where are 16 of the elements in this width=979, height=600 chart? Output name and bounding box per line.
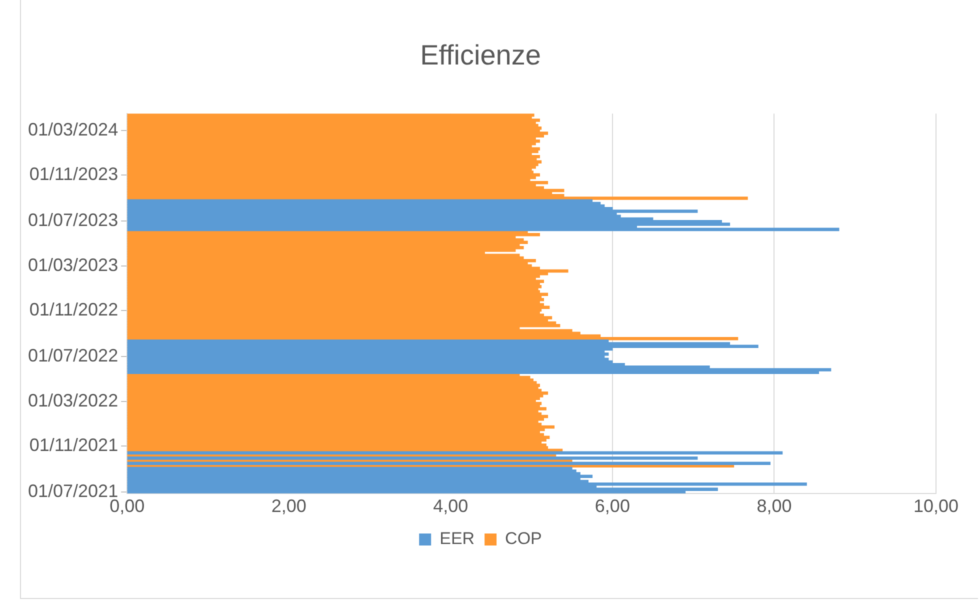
y-tick-label: 01/03/2022: [28, 390, 118, 411]
y-tick-label: 01/11/2022: [29, 300, 118, 320]
x-tick-label: 2,00: [271, 496, 306, 516]
x-tick-label: 8,00: [756, 496, 792, 516]
y-tick-label: 01/03/2023: [28, 255, 118, 276]
x-tick-label: 6,00: [594, 496, 630, 516]
x-tick-label: 4,00: [433, 496, 468, 516]
legend-label: EER: [440, 529, 475, 548]
chart-title: Efficienze: [420, 40, 541, 71]
x-tick-label: 10,00: [913, 496, 959, 516]
y-tick-label: 01/11/2021: [29, 435, 118, 456]
y-tick-label: 01/07/2022: [28, 345, 118, 366]
y-tick-label: 01/11/2023: [29, 164, 118, 184]
y-tick-label: 01/03/2024: [28, 119, 118, 140]
y-tick-label: 01/07/2023: [28, 210, 118, 230]
legend-label: COP: [505, 529, 542, 548]
